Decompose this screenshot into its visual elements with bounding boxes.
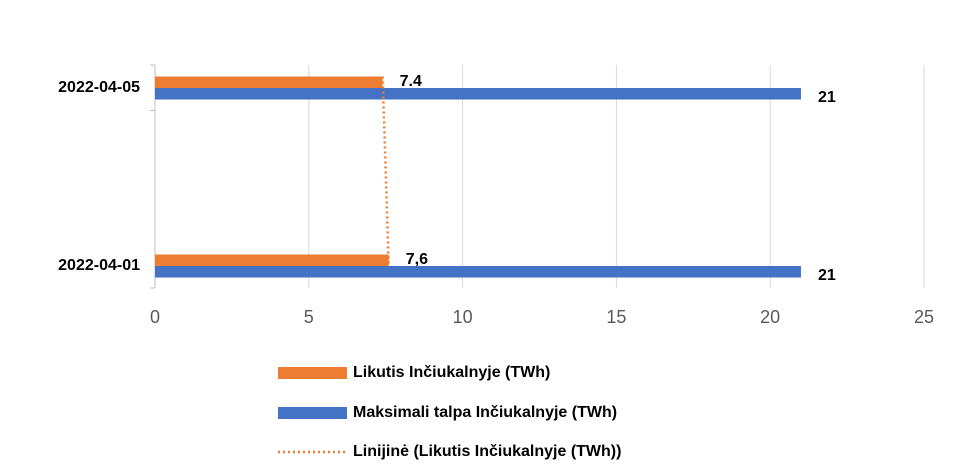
bar: [155, 254, 389, 266]
legend-swatch: [278, 407, 347, 419]
x-tick-label: 20: [760, 307, 780, 327]
bar: [155, 76, 383, 88]
legend-label: Maksimali talpa Inčiukalnyje (TWh): [353, 404, 617, 421]
data-label: 21: [818, 89, 836, 106]
bar: [155, 266, 801, 278]
legend-label: Linijinė (Likutis Inčiukalnyje (TWh)): [353, 443, 621, 460]
legend-swatch: [278, 367, 347, 379]
x-tick-label: 25: [914, 307, 934, 327]
y-tick-label: 2022-04-01: [58, 257, 140, 274]
data-label: 7.4: [400, 73, 422, 90]
x-tick-label: 10: [453, 307, 473, 327]
x-tick-label: 15: [606, 307, 626, 327]
data-label: 7,6: [406, 251, 428, 268]
bar: [155, 88, 801, 100]
trendline: [381, 76, 391, 267]
legend-label: Likutis Inčiukalnyje (TWh): [353, 364, 550, 381]
x-tick-label: 5: [304, 307, 314, 327]
x-tick-label: 0: [150, 307, 160, 327]
y-tick-label: 2022-04-05: [58, 79, 140, 96]
data-label: 21: [818, 267, 836, 284]
